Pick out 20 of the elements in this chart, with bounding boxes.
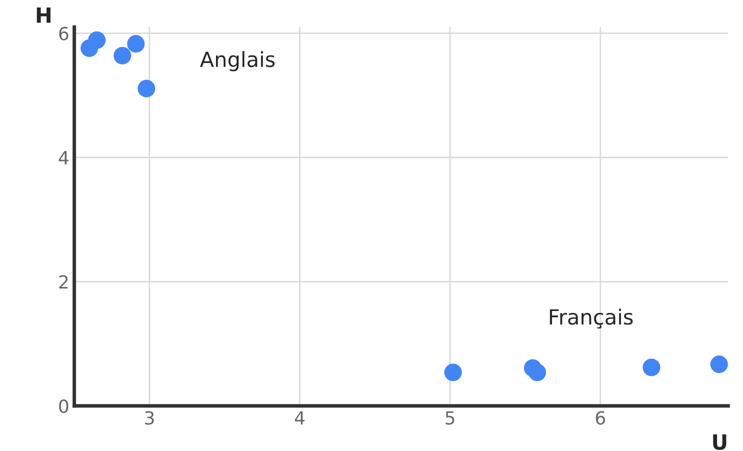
- point: [114, 46, 132, 64]
- point: [138, 80, 156, 98]
- point: [710, 356, 728, 374]
- point: [88, 31, 106, 49]
- y-tick-label: 4: [58, 151, 68, 164]
- annotation: Anglais: [200, 51, 275, 72]
- x-tick-label: 5: [446, 411, 454, 425]
- point: [444, 364, 462, 382]
- x-tick-label: 4: [294, 411, 304, 424]
- x-tick-label: 3: [145, 411, 154, 425]
- point: [642, 358, 660, 376]
- y-axis-title: H: [36, 8, 50, 23]
- y-tick-label: 0: [59, 399, 68, 414]
- y-tick-label: 2: [59, 275, 68, 289]
- x-axis-title: U: [713, 434, 726, 450]
- point: [127, 35, 145, 53]
- point: [528, 364, 546, 382]
- x-tick-label: 6: [596, 411, 605, 425]
- y-tick-label: 6: [59, 26, 68, 40]
- annotation: Français: [550, 308, 633, 329]
